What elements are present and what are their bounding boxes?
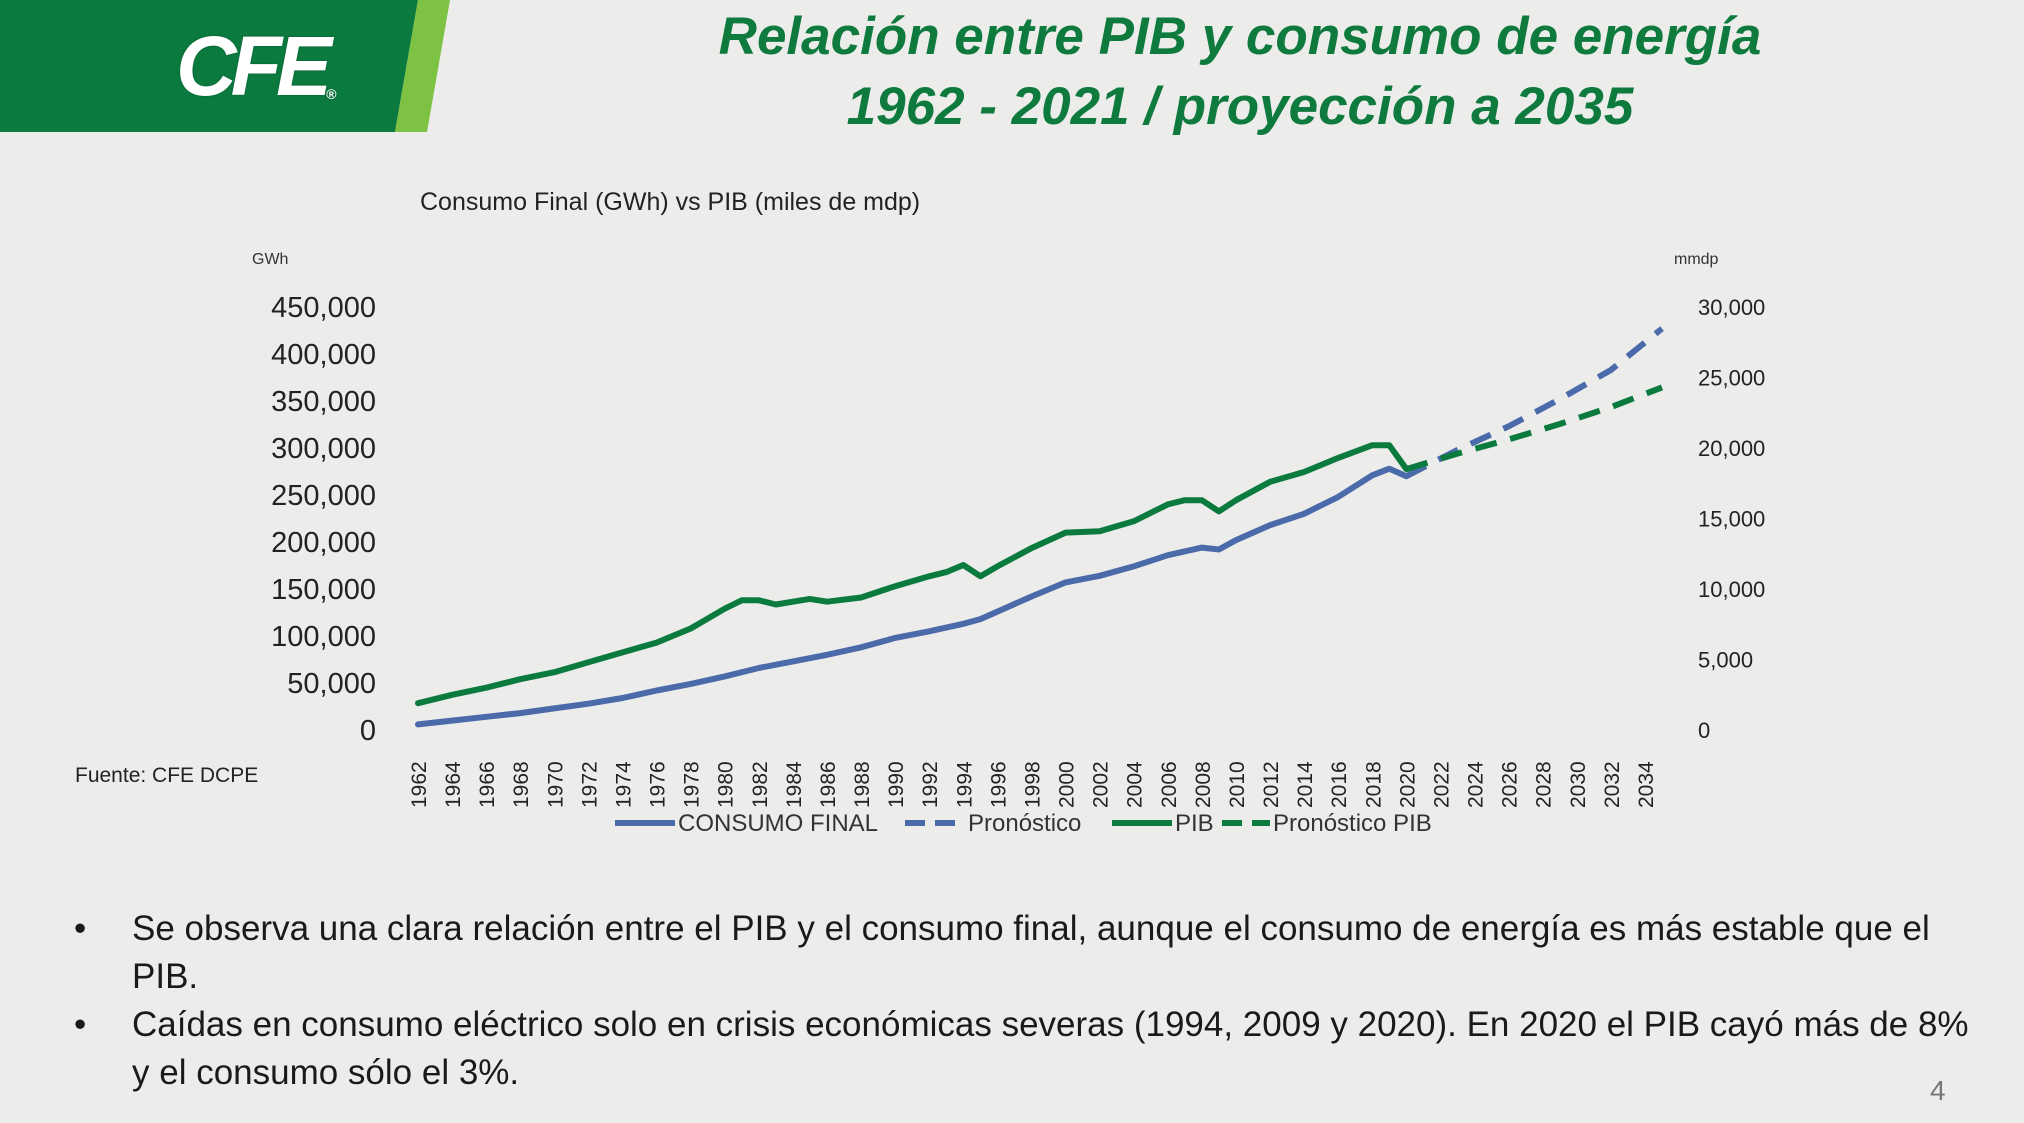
x-tick-label: 2000	[1056, 761, 1079, 808]
line-chart: Consumo Final (GWh) vs PIB (miles de mdp…	[252, 188, 1765, 837]
left-tick-label: 50,000	[287, 668, 376, 700]
x-tick-label: 1986	[817, 761, 840, 808]
cfe-logo-mark: ®	[326, 86, 337, 102]
x-tick-label: 1980	[715, 761, 738, 808]
bullet-text-1: Se observa una clara relación entre el P…	[132, 909, 1930, 996]
bullet-item-1: • Se observa una clara relación entre el …	[70, 905, 1970, 1001]
x-tick-label: 1968	[510, 761, 533, 808]
x-tick-label: 1964	[442, 761, 465, 808]
legend-label-3: PIB	[1175, 810, 1214, 837]
legend-label-2: Pronóstico	[968, 810, 1081, 837]
x-tick-label: 2016	[1328, 761, 1351, 808]
x-tick-label: 2002	[1090, 761, 1113, 808]
left-tick-label: 400,000	[271, 339, 376, 371]
x-tick-label: 2034	[1635, 761, 1658, 808]
left-tick-label: 100,000	[271, 621, 376, 653]
header-band-light	[395, 0, 450, 132]
x-tick-label: 1992	[919, 761, 942, 808]
x-tick-label: 1972	[578, 761, 601, 808]
x-tick-label: 1984	[783, 761, 806, 808]
cfe-logo: CFE®	[176, 16, 346, 116]
chart-area: Consumo Final (GWh) vs PIB (miles de mdp…	[0, 170, 1800, 850]
x-tick-label: 2026	[1499, 761, 1522, 808]
x-tick-label: 2004	[1124, 761, 1147, 808]
legend-label-4: Pronóstico PIB	[1273, 810, 1432, 837]
x-tick-label: 1966	[476, 761, 499, 808]
cfe-logo-text: CFE	[176, 19, 332, 113]
x-tick-label: 1974	[612, 761, 635, 808]
x-tick-label: 1988	[851, 761, 874, 808]
right-tick-label: 10,000	[1698, 577, 1765, 602]
x-tick-label: 1998	[1021, 761, 1044, 808]
right-tick-label: 0	[1698, 718, 1710, 743]
source-note: Fuente: CFE DCPE	[75, 764, 259, 787]
x-tick-label: 2010	[1226, 761, 1249, 808]
series-line-1	[415, 465, 1410, 728]
x-tick-label: 2032	[1601, 761, 1624, 808]
left-tick-label: 0	[360, 715, 376, 747]
x-tick-label: 2030	[1567, 761, 1590, 808]
x-tick-label: 2028	[1533, 761, 1556, 808]
x-tick-label: 1990	[885, 761, 908, 808]
left-tick-label: 250,000	[271, 480, 376, 512]
x-tick-label: 2022	[1430, 761, 1453, 808]
x-tick-label: 2012	[1260, 761, 1283, 808]
x-tick-label: 1970	[544, 761, 567, 808]
title-line-2: 1962 - 2021 / proyección a 2035	[846, 77, 1634, 136]
x-tick-label: 1982	[749, 761, 772, 808]
bullet-dot: •	[74, 1005, 87, 1044]
x-tick-label: 1962	[408, 761, 431, 808]
x-tick-label: 1978	[681, 761, 704, 808]
x-tick-label: 2020	[1396, 761, 1419, 808]
x-tick-label: 2014	[1294, 761, 1317, 808]
chart-title: Consumo Final (GWh) vs PIB (miles de mdp…	[420, 188, 920, 216]
slide-title: Relación entre PIB y consumo de energía …	[470, 2, 2010, 137]
bullet-text-2: Caídas en consumo eléctrico solo en cris…	[132, 1005, 1969, 1092]
left-tick-label: 450,000	[271, 292, 376, 324]
title-line-1: Relación entre PIB y consumo de energía	[718, 7, 1762, 66]
x-tick-label: 2008	[1192, 761, 1215, 808]
x-tick-label: 1994	[953, 761, 976, 808]
page-number: 4	[1930, 1075, 1946, 1106]
left-tick-label: 350,000	[271, 386, 376, 418]
left-axis-unit: GWh	[252, 251, 288, 268]
left-tick-label: 200,000	[271, 527, 376, 559]
series-line-4	[1405, 384, 1664, 472]
x-tick-label: 2018	[1362, 761, 1385, 808]
right-tick-label: 25,000	[1698, 366, 1765, 391]
header-band-dark	[0, 0, 418, 132]
legend-label-1: CONSUMO FINAL	[678, 810, 878, 837]
left-tick-label: 300,000	[271, 433, 376, 465]
bullet-list: • Se observa una clara relación entre el …	[70, 905, 1970, 1097]
header-green-band	[0, 0, 450, 132]
bullet-item-2: • Caídas en consumo eléctrico solo en cri…	[70, 1001, 1970, 1097]
left-tick-label: 150,000	[271, 574, 376, 606]
right-tick-label: 30,000	[1698, 295, 1765, 320]
x-tick-label: 2024	[1465, 761, 1488, 808]
right-tick-label: 5,000	[1698, 648, 1753, 673]
right-tick-label: 15,000	[1698, 507, 1765, 532]
x-tick-label: 1996	[987, 761, 1010, 808]
series-line-3	[415, 442, 1410, 707]
x-tick-label: 1976	[647, 761, 670, 808]
x-tick-label: 2006	[1158, 761, 1181, 808]
bullet-dot: •	[74, 909, 87, 948]
right-axis-unit: mmdp	[1674, 251, 1719, 268]
right-tick-label: 20,000	[1698, 436, 1765, 461]
